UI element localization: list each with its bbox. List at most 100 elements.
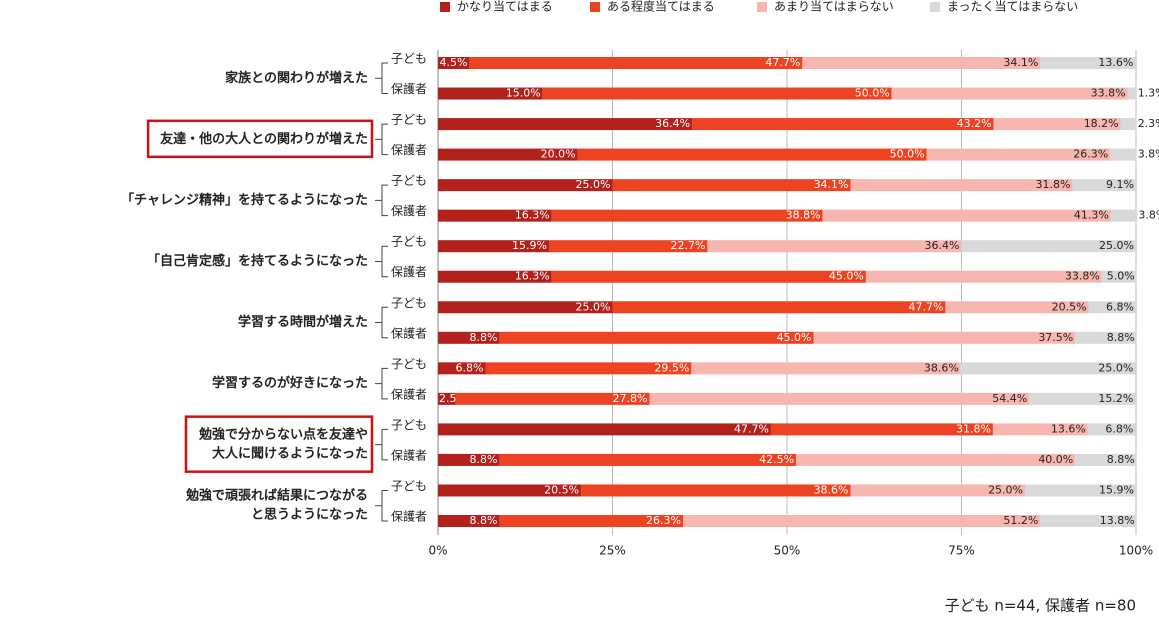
value-label: 25.0%	[576, 300, 611, 313]
group-label: 「自己肯定感」を持てるようになった	[147, 253, 368, 269]
bar-segment	[770, 423, 993, 436]
bar-segment	[438, 148, 578, 161]
value-label: 15.9%	[512, 239, 547, 252]
value-label: 26.3%	[646, 514, 681, 527]
legend-label: かなり当てはまる	[457, 0, 553, 14]
legend-label: あまり当てはまらない	[774, 0, 894, 14]
note: 子ども n=44, 保護者 n=80	[945, 597, 1136, 615]
bar-segment	[438, 270, 552, 283]
group-bracket	[375, 428, 388, 461]
value-label: 8.8%	[469, 514, 497, 527]
bar-segment	[438, 392, 456, 405]
bar-segment	[438, 515, 500, 527]
value-label: 38.6%	[924, 361, 959, 374]
legend-swatch	[590, 2, 600, 12]
bar-segment	[551, 270, 866, 283]
value-label: 37.5%	[1038, 331, 1073, 344]
bar-segment	[891, 87, 1128, 100]
bar-segment	[691, 362, 961, 375]
group-label: 友達・他の大人との関わりが増えた	[160, 131, 368, 147]
bar-segment	[1040, 515, 1137, 527]
group-label: 学習するのが好きになった	[212, 375, 368, 391]
bar-segment	[1029, 392, 1136, 405]
value-label: 36.4%	[925, 239, 960, 252]
bar-segment	[682, 515, 1041, 527]
row-label: 保護者	[391, 509, 427, 524]
bar-segment	[612, 179, 851, 192]
value-label: 50.0%	[890, 148, 925, 161]
value-label: 13.6%	[1098, 56, 1133, 69]
value-label: 26.3%	[1073, 148, 1108, 161]
value-label: 6.8%	[456, 361, 484, 374]
legend-swatch	[930, 2, 940, 12]
value-label: 50.0%	[855, 87, 890, 100]
highlight-box	[146, 119, 374, 159]
row-label: 保護者	[391, 325, 427, 340]
value-label: 41.3%	[1074, 209, 1109, 222]
bar-segment	[1088, 301, 1136, 314]
bar-segment	[1110, 209, 1138, 222]
group-label: 大人に聞けるようになった	[212, 446, 368, 462]
bar-segment	[438, 484, 582, 497]
value-label: 13.8%	[1100, 514, 1135, 527]
value-label: 18.2%	[1084, 117, 1119, 130]
group-bracket	[375, 123, 388, 156]
value-label: 25.0%	[1099, 239, 1134, 252]
value-label: 25.0%	[988, 483, 1023, 496]
value-label: 34.1%	[814, 178, 849, 191]
value-label: 25.0%	[576, 178, 611, 191]
row-label: 保護者	[391, 142, 427, 157]
value-label: 51.2%	[1003, 514, 1038, 527]
legend-label: ある程度当てはまる	[607, 0, 715, 14]
value-label: 8.8%	[1107, 331, 1135, 344]
bar-segment	[438, 179, 613, 192]
value-label: 16.3%	[515, 209, 550, 222]
bar-segment	[1087, 423, 1136, 436]
row-label: 子ども	[391, 174, 427, 188]
value-label: 15.9%	[1099, 483, 1134, 496]
bar-segment	[960, 362, 1136, 375]
bar-segment	[438, 240, 549, 253]
legend-swatch	[757, 2, 767, 12]
value-label: 33.8%	[1091, 87, 1126, 100]
value-label: 38.6%	[814, 483, 849, 496]
bar-segment	[499, 453, 797, 466]
x-tick-label: 100%	[1119, 544, 1153, 558]
x-tick-label: 75%	[948, 544, 975, 558]
bar-segment	[485, 362, 692, 375]
bar-segment	[499, 515, 683, 527]
value-label: 20.0%	[541, 148, 576, 161]
value-label: 45.0%	[777, 331, 812, 344]
value-label: 8.8%	[469, 453, 497, 466]
bar-segment	[992, 423, 1088, 436]
value-label: 47.7%	[765, 56, 800, 69]
value-label: 27.8%	[613, 392, 648, 405]
value-label: 42.5%	[759, 453, 794, 466]
bar-segment	[548, 240, 708, 253]
value-label: 47.7%	[734, 422, 769, 435]
row-label: 保護者	[391, 447, 427, 462]
value-label: 4.5%	[439, 56, 467, 69]
value-label: 3.8%	[1138, 209, 1159, 222]
bar-segment	[1040, 57, 1136, 69]
bar-segment	[438, 57, 470, 69]
group-label: と思うようになった	[251, 508, 368, 523]
value-label: 2.3%	[1138, 117, 1159, 130]
bar-segment	[581, 484, 851, 497]
value-label: 15.0%	[506, 87, 541, 100]
value-label: 15.2%	[1098, 392, 1133, 405]
bar-segment	[438, 331, 500, 344]
bar-segment	[796, 453, 1076, 466]
value-label: 54.4%	[992, 392, 1027, 405]
bar-segment	[499, 331, 814, 344]
row-label: 保護者	[391, 203, 427, 218]
bar-segment	[926, 148, 1111, 161]
group-label: 家族との関わりが増えた	[225, 70, 368, 86]
bar-segment	[1025, 484, 1136, 497]
group-label: 勉強で頑張れば結果につながる	[185, 488, 368, 504]
row-label: 子ども	[391, 418, 427, 432]
bar-segment	[1127, 87, 1137, 100]
group-bracket	[375, 245, 388, 278]
value-label: 22.7%	[670, 239, 705, 252]
bar-segment	[438, 453, 500, 466]
